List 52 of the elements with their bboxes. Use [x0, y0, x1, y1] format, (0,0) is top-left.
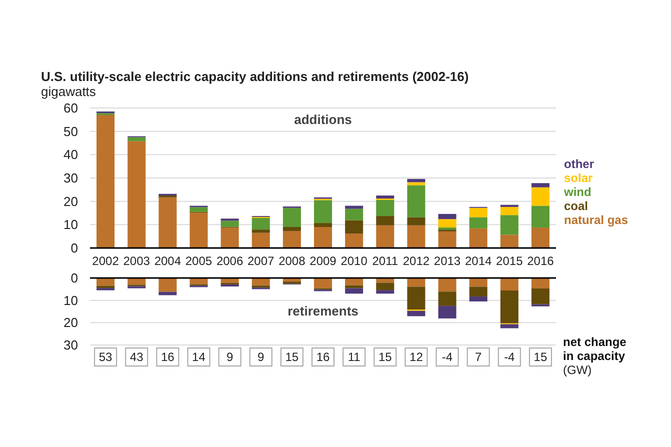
- y-tick-label: 30: [64, 170, 78, 186]
- chart-title: U.S. utility-scale electric capacity additions and retirements (2002-16): [41, 69, 469, 84]
- series-label: natural gas: [564, 213, 628, 227]
- data-label: 7: [474, 350, 482, 364]
- x-tick-label: 2008: [278, 254, 306, 268]
- x-tick-label: 2011: [372, 254, 398, 268]
- data-label: 53: [98, 350, 113, 364]
- y-axis-title: gigawatts: [41, 84, 96, 99]
- x-tick-label: 2009: [310, 254, 337, 268]
- data-label: 11: [348, 350, 361, 364]
- series-label: solar: [564, 171, 594, 185]
- x-tick-label: 2006: [216, 254, 244, 268]
- y-tick-label: 40: [64, 147, 78, 162]
- annotation: additions: [294, 112, 352, 127]
- x-tick-label: 2010: [340, 254, 368, 268]
- data-label: 9: [258, 350, 265, 364]
- y-tick-label: 10: [64, 292, 78, 308]
- text: net change in capacity: [563, 335, 627, 363]
- y-tick-label: 20: [64, 194, 78, 209]
- x-tick-label: 2003: [123, 254, 150, 268]
- x-tick-label: 2002: [92, 254, 120, 268]
- x-tick-label: 2012: [402, 254, 430, 268]
- x-tick-label: 2013: [434, 254, 461, 268]
- x-tick-label: 2007: [248, 254, 275, 268]
- data-label: 15: [285, 350, 299, 364]
- y-tick-label: 0: [70, 270, 78, 286]
- x-tick-label: 2004: [154, 254, 182, 268]
- x-tick-label: 2015: [496, 254, 524, 268]
- data-label: 16: [316, 350, 330, 364]
- x-tick-label: 2005: [185, 254, 212, 268]
- data-label: 16: [160, 350, 175, 364]
- text: coal: [564, 199, 588, 213]
- series-label: wind: [563, 185, 592, 199]
- y-tick-label: 20: [64, 315, 78, 330]
- y-tick-label: 60: [64, 100, 78, 116]
- data-label: 15: [534, 350, 548, 364]
- x-tick-label: 2016: [527, 254, 554, 268]
- data-label: -4: [442, 350, 453, 364]
- data-label: -4: [504, 350, 516, 364]
- x-tick-label: 2014: [464, 254, 492, 268]
- text: (GW): [563, 363, 592, 377]
- y-tick-label: 50: [64, 124, 78, 139]
- data-label: 12: [410, 350, 424, 364]
- data-label: 14: [192, 350, 206, 364]
- data-label: 9: [226, 350, 234, 364]
- annotation: retirements: [288, 304, 358, 318]
- y-tick-label: 0: [70, 240, 78, 256]
- y-tick-label: 30: [64, 338, 78, 353]
- series-label: other: [564, 157, 594, 171]
- data-label: 15: [378, 350, 392, 364]
- y-tick-label: 10: [64, 217, 78, 232]
- data-label: 43: [130, 350, 144, 364]
